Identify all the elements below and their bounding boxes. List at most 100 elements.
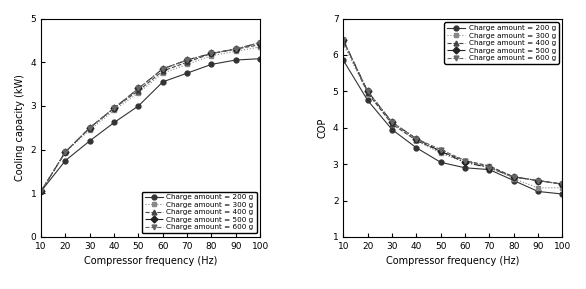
Charge amount = 500 g [486, 166, 493, 170]
Charge amount = 500 g [559, 182, 566, 186]
Charge amount = 500 g [389, 121, 396, 124]
Charge amount = 200 g [183, 71, 190, 75]
Charge amount = 400 g [389, 122, 396, 126]
Line: Charge amount = 400 g: Charge amount = 400 g [341, 38, 565, 187]
Charge amount = 200 g [159, 80, 166, 84]
Charge amount = 600 g [232, 47, 239, 51]
Charge amount = 300 g [340, 42, 347, 46]
Charge amount = 300 g [159, 71, 166, 75]
Charge amount = 200 g [38, 189, 45, 193]
Charge amount = 400 g [364, 91, 371, 95]
Charge amount = 400 g [232, 47, 239, 51]
Line: Charge amount = 500 g: Charge amount = 500 g [39, 40, 263, 194]
Charge amount = 300 g [62, 150, 69, 153]
Charge amount = 500 g [340, 39, 347, 42]
Charge amount = 600 g [437, 148, 444, 151]
Charge amount = 200 g [86, 139, 93, 142]
Charge amount = 600 g [413, 137, 420, 140]
Charge amount = 200 g [364, 99, 371, 102]
Charge amount = 500 g [510, 175, 517, 179]
Charge amount = 300 g [437, 151, 444, 155]
Charge amount = 600 g [364, 90, 371, 93]
Charge amount = 200 g [437, 161, 444, 164]
Charge amount = 600 g [38, 189, 45, 193]
Charge amount = 400 g [62, 150, 69, 153]
Charge amount = 600 g [86, 126, 93, 129]
Charge amount = 600 g [559, 182, 566, 186]
Charge amount = 600 g [486, 166, 493, 170]
Charge amount = 500 g [86, 126, 93, 129]
Charge amount = 500 g [38, 189, 45, 193]
Charge amount = 600 g [340, 39, 347, 42]
Charge amount = 500 g [462, 161, 469, 164]
Charge amount = 400 g [38, 189, 45, 193]
Charge amount = 600 g [257, 41, 264, 44]
Charge amount = 200 g [208, 63, 215, 66]
Line: Charge amount = 600 g: Charge amount = 600 g [39, 40, 263, 194]
Charge amount = 600 g [62, 150, 69, 153]
Charge amount = 200 g [111, 121, 118, 124]
Charge amount = 200 g [413, 146, 420, 149]
Charge amount = 200 g [389, 128, 396, 131]
Charge amount = 400 g [111, 106, 118, 110]
Charge amount = 500 g [159, 67, 166, 71]
Charge amount = 300 g [486, 164, 493, 168]
Charge amount = 600 g [462, 159, 469, 162]
Charge amount = 200 g [340, 59, 347, 62]
Legend: Charge amount = 200 g, Charge amount = 300 g, Charge amount = 400 g, Charge amou: Charge amount = 200 g, Charge amount = 3… [142, 192, 257, 234]
Charge amount = 300 g [86, 128, 93, 132]
Charge amount = 200 g [486, 168, 493, 171]
Charge amount = 300 g [389, 121, 396, 124]
Y-axis label: Cooling capacity (kW): Cooling capacity (kW) [15, 74, 25, 181]
Line: Charge amount = 600 g: Charge amount = 600 g [341, 38, 565, 187]
Charge amount = 400 g [534, 179, 541, 182]
Charge amount = 400 g [86, 126, 93, 129]
Line: Charge amount = 300 g: Charge amount = 300 g [341, 42, 565, 190]
Line: Charge amount = 500 g: Charge amount = 500 g [341, 38, 565, 187]
Charge amount = 300 g [183, 63, 190, 66]
Charge amount = 300 g [232, 49, 239, 53]
Line: Charge amount = 400 g: Charge amount = 400 g [39, 42, 263, 194]
Charge amount = 500 g [183, 58, 190, 62]
Charge amount = 200 g [135, 104, 142, 108]
Charge amount = 400 g [486, 164, 493, 168]
Charge amount = 400 g [462, 159, 469, 162]
Charge amount = 300 g [510, 177, 517, 180]
Line: Charge amount = 200 g: Charge amount = 200 g [39, 56, 263, 194]
Charge amount = 400 g [340, 39, 347, 42]
Charge amount = 200 g [62, 159, 69, 162]
Charge amount = 500 g [135, 87, 142, 90]
Charge amount = 200 g [510, 179, 517, 182]
Charge amount = 400 g [135, 89, 142, 92]
Charge amount = 600 g [534, 179, 541, 182]
Line: Charge amount = 300 g: Charge amount = 300 g [39, 45, 263, 194]
Charge amount = 200 g [232, 58, 239, 62]
X-axis label: Compressor frequency (Hz): Compressor frequency (Hz) [84, 256, 217, 266]
Charge amount = 400 g [510, 175, 517, 179]
Line: Charge amount = 200 g: Charge amount = 200 g [341, 58, 565, 197]
Charge amount = 500 g [62, 150, 69, 153]
Charge amount = 500 g [232, 47, 239, 51]
Charge amount = 500 g [257, 41, 264, 44]
Charge amount = 600 g [389, 121, 396, 124]
Charge amount = 200 g [559, 192, 566, 196]
Charge amount = 300 g [135, 91, 142, 95]
Charge amount = 500 g [413, 137, 420, 140]
Charge amount = 400 g [437, 150, 444, 153]
Y-axis label: COP: COP [317, 118, 327, 138]
Charge amount = 400 g [559, 182, 566, 186]
Charge amount = 600 g [135, 87, 142, 90]
Charge amount = 400 g [183, 60, 190, 64]
Charge amount = 600 g [183, 58, 190, 62]
Charge amount = 300 g [208, 54, 215, 58]
Charge amount = 500 g [437, 150, 444, 153]
Charge amount = 300 g [559, 186, 566, 190]
Charge amount = 200 g [462, 166, 469, 170]
X-axis label: Compressor frequency (Hz): Compressor frequency (Hz) [386, 256, 520, 266]
Charge amount = 300 g [413, 139, 420, 142]
Charge amount = 500 g [208, 52, 215, 55]
Charge amount = 200 g [257, 57, 264, 60]
Charge amount = 600 g [159, 67, 166, 71]
Charge amount = 400 g [159, 69, 166, 73]
Charge amount = 600 g [510, 175, 517, 179]
